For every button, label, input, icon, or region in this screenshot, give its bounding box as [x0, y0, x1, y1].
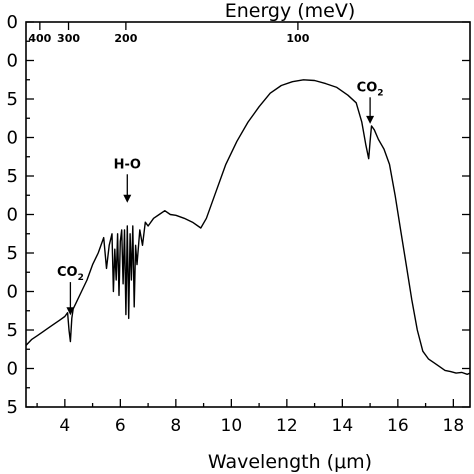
top-tick-label: 100 — [286, 32, 309, 45]
x-tick-label: 10 — [221, 416, 243, 436]
top-tick-label: 200 — [114, 32, 137, 45]
y-tick-label: 5 — [7, 320, 18, 341]
annotation: CO2 — [57, 265, 84, 316]
x-tick-label: 4 — [59, 416, 70, 436]
y-tick-label: 5 — [7, 397, 18, 418]
annotations: CO2 H-O CO2 — [57, 80, 384, 316]
y-axis-ticks: 5 0 5 0 5 0 5 0 5 0 0 — [7, 12, 470, 418]
y-tick-label: 0 — [7, 205, 18, 226]
y-tick-label: 5 — [7, 243, 18, 264]
annotation-arrowhead — [123, 194, 132, 203]
top-tick-label: 300 — [57, 32, 80, 45]
y-tick-label: 0 — [7, 12, 18, 33]
spectrum-line — [25, 79, 471, 375]
y-tick-label: 0 — [7, 51, 18, 72]
x-tick-label: 6 — [115, 416, 126, 436]
annotation-label: CO2 — [57, 265, 84, 283]
x-tick-label: 16 — [387, 416, 409, 436]
plot-frame — [25, 21, 471, 408]
top-axis-title: Energy (meV) — [225, 0, 356, 22]
annotation-arrowhead — [366, 115, 375, 124]
x-axis-ticks: 4 6 8 10 12 14 16 18 — [36, 399, 465, 436]
y-tick-label: 0 — [7, 282, 18, 303]
x-tick-label: 18 — [443, 416, 465, 436]
annotation: H-O — [114, 157, 141, 203]
x-tick-label: 8 — [170, 416, 181, 436]
top-axis-ticks: 400 300 200 100 — [28, 22, 310, 45]
y-tick-label: 5 — [7, 166, 18, 187]
annotation-label: H-O — [114, 157, 141, 172]
top-tick-label: 400 — [28, 32, 51, 45]
y-tick-label: 0 — [7, 128, 18, 149]
x-tick-label: 14 — [332, 416, 354, 436]
x-tick-label: 12 — [276, 416, 298, 436]
annotation: CO2 — [357, 80, 384, 124]
y-tick-label: 0 — [7, 359, 18, 380]
annotation-arrowhead — [66, 307, 75, 316]
y-tick-label: 5 — [7, 89, 18, 110]
x-axis-title: Wavelength (μm) — [208, 451, 372, 473]
annotation-label: CO2 — [357, 80, 384, 98]
